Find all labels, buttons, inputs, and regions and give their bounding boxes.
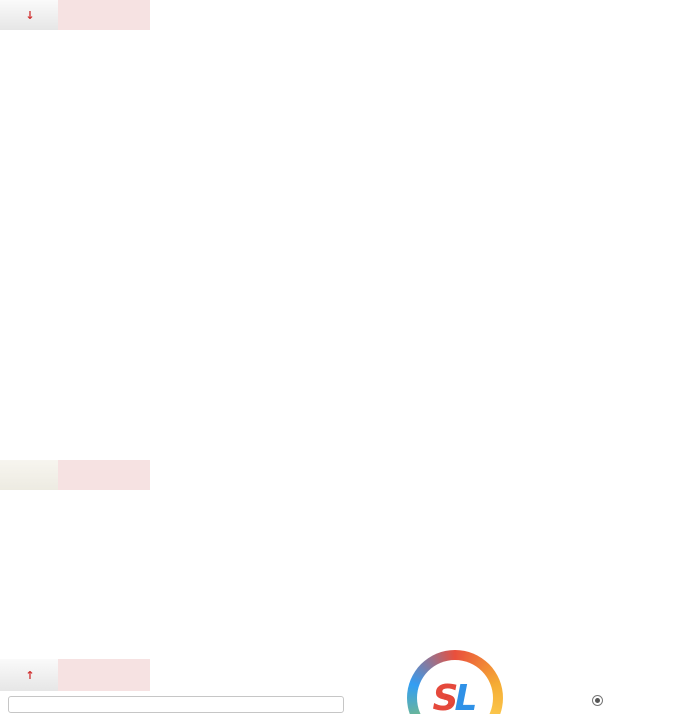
issue-sort-footer[interactable]: ↑ [0,659,58,691]
footer-input[interactable] [8,696,344,713]
radio-selected-icon [592,695,603,706]
radio-current-page-stats[interactable] [592,695,607,706]
sort-desc-icon: ↓ [25,8,35,22]
preselect-header [0,460,58,490]
red-ball-header [58,0,150,30]
red-ball-footer [58,659,150,691]
sort-asc-icon: ↑ [25,668,35,682]
issue-sort-header[interactable]: ↓ [0,0,58,30]
red-ball-mid-header [58,460,150,490]
